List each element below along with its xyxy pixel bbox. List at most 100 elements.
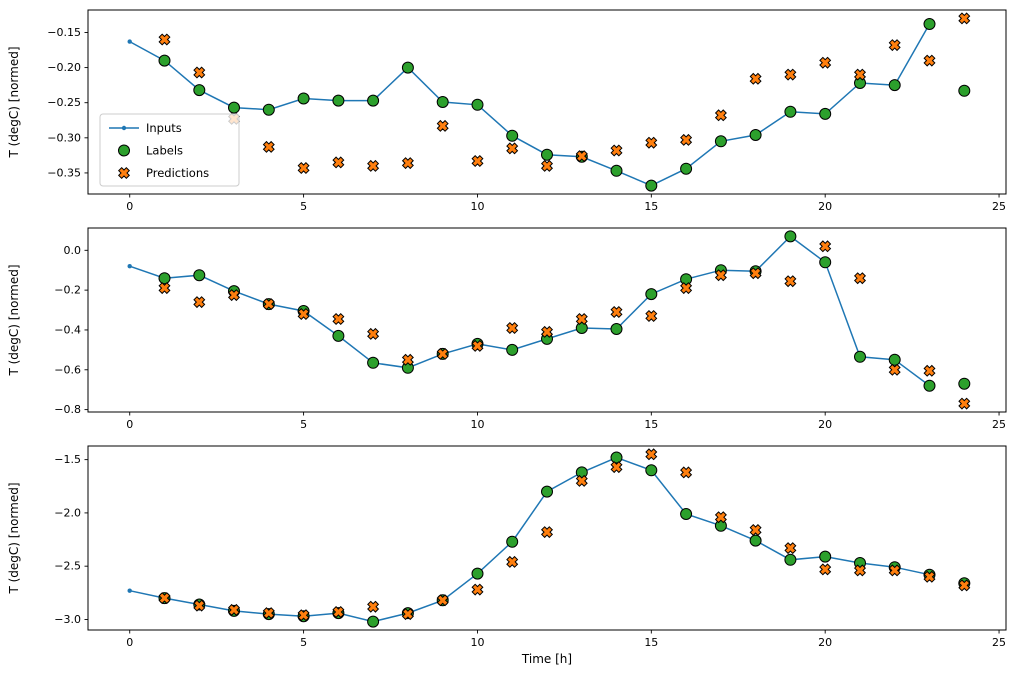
predictions-marker [680,282,693,295]
labels-marker [228,101,240,114]
labels-marker [541,148,553,161]
y-tick-label: −2.0 [54,506,81,519]
predictions-marker [784,542,797,555]
labels-marker [506,535,519,548]
predictions-marker [332,156,345,169]
labels-marker [471,567,484,580]
labels-marker [332,94,345,107]
predictions-marker [540,526,554,539]
predictions-marker [540,159,554,172]
predictions-marker [888,564,901,577]
predictions-marker [714,109,727,122]
legend-item-label: Inputs [146,121,182,135]
predictions-marker [471,339,484,352]
predictions-marker [853,272,867,285]
x-tick-label: 25 [992,200,1006,213]
predictions-marker [262,140,275,153]
y-tick-label: −3.0 [54,613,81,626]
axes-frame [87,227,1007,413]
predictions-marker [680,133,693,146]
y-tick-label: −1.5 [54,453,81,466]
x-tick-label: 5 [300,636,307,649]
predictions-marker [367,600,380,613]
x-tick-label: 0 [126,636,133,649]
axes-frame [87,445,1007,631]
labels-marker [367,356,380,369]
x-tick-label: 25 [992,418,1006,431]
predictions-marker [888,39,901,52]
inputs-marker [127,264,132,269]
labels-marker [645,464,658,477]
predictions-marker [367,327,380,340]
legend-box [99,113,240,187]
y-tick-label: −0.6 [54,363,81,376]
predictions-marker [575,312,588,326]
x-tick-label: 5 [300,200,307,213]
labels-marker [854,350,866,363]
predictions-marker [819,240,832,253]
y-tick-label: −0.35 [47,166,81,179]
predictions-marker [367,159,380,172]
predictions-marker [262,607,275,620]
predictions-marker [749,72,762,85]
x-tick-label: 0 [126,200,133,213]
predictions-marker [193,66,206,79]
inputs-line [129,456,930,623]
predictions-marker [193,296,206,309]
labels-marker [923,18,936,30]
predictions-marker [401,608,414,621]
x-tick-label: 20 [818,200,832,213]
labels-marker [158,54,171,67]
legend: Inputs Labels Predictions [99,113,240,187]
labels-marker [819,256,832,269]
labels-marker [784,105,797,118]
labels-marker [193,269,206,282]
predictions-marker [645,136,658,149]
y-axis-label: T (degC) [normed] [7,46,21,158]
predictions-marker [784,275,797,288]
predictions-marker [471,154,484,168]
legend-item-label: Labels [146,144,183,158]
y-tick-label: −0.15 [47,26,81,39]
predictions-marker [297,609,310,622]
x-tick-label: 5 [300,418,307,431]
labels-marker [680,162,693,175]
labels-marker [401,61,414,74]
labels-marker [888,353,901,366]
predictions-marker [784,68,797,81]
labels-marker [436,96,449,108]
predictions-marker [540,325,554,338]
labels-marker [819,107,832,120]
predictions-marker [506,555,519,568]
predictions-marker [297,307,310,321]
legend-predictions-x-icon [117,166,131,180]
x-tick-label: 15 [644,636,658,649]
labels-marker [297,92,310,105]
predictions-marker [853,564,867,577]
predictions-marker [436,594,449,607]
predictions-marker [958,12,971,25]
predictions-marker [401,353,414,366]
labels-marker [471,98,484,111]
legend-labels-circle-icon [118,144,130,157]
labels-marker [714,135,727,148]
labels-marker [367,615,380,628]
labels-marker [610,323,623,335]
labels-marker [680,508,693,520]
y-tick-label: −2.5 [54,560,81,573]
predictions-marker [158,33,171,46]
labels-marker [645,288,658,301]
inputs-line [129,23,931,187]
x-tick-label: 25 [992,636,1006,649]
predictions-marker [680,466,693,479]
labels-marker [610,451,623,464]
predictions-marker [401,157,414,170]
predictions-marker [853,68,867,81]
x-tick-label: 15 [644,418,658,431]
y-tick-label: −0.30 [47,131,81,144]
labels-marker [506,343,519,356]
labels-marker [784,553,797,566]
x-tick-label: 10 [470,636,484,649]
labels-marker [749,534,762,547]
y-axis-label: T (degC) [normed] [7,482,21,594]
